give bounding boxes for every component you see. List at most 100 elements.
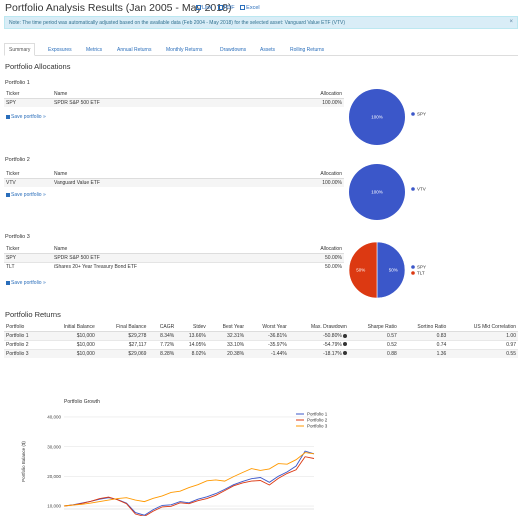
ticker-cell: SPY [4, 98, 52, 107]
save-portfolio-1-link[interactable]: Save portfolio » [6, 114, 46, 120]
returns-col-header: Sharpe Ratio [348, 323, 399, 333]
pdf-icon [217, 5, 223, 10]
excel-icon [240, 5, 246, 10]
returns-cell: 1.00 [448, 331, 518, 341]
col-name: Name [52, 90, 245, 99]
link-button[interactable]: Link [196, 5, 212, 11]
portfolio-2-title: Portfolio 2 [5, 157, 30, 163]
tab-monthly-returns[interactable]: Monthly Returns [166, 47, 203, 53]
save-portfolio-3-link[interactable]: Save portfolio » [6, 280, 46, 286]
portfolio-1-title: Portfolio 1 [5, 80, 30, 86]
results-tabs: Summary Exposures Metrics Annual Returns… [4, 43, 518, 56]
pie-slice-label: 100% [371, 115, 383, 120]
returns-cell: 0.83 [398, 331, 449, 341]
table-row: TLT iShares 20+ Year Treasury Bond ETF 50.… [4, 261, 344, 271]
portfolio-growth-chart: Portfolio Growth 10,000 20,000 30,000 40,000… [21, 399, 328, 516]
returns-cell: Portfolio 3 [4, 348, 44, 358]
allocation-cell: 50.00% [277, 261, 344, 271]
tab-rolling-returns[interactable]: Rolling Returns [290, 47, 325, 53]
portfolio-2-pie-chart: 100% VTV [349, 164, 426, 220]
portfolio-3-title: Portfolio 3 [5, 234, 30, 240]
table-row: VTV Vanguard Value ETF 100.00% [4, 178, 344, 187]
portfolio-1-pie-chart: 100% SPY [349, 89, 426, 145]
returns-col-header: Best Year [207, 323, 247, 333]
save-icon [6, 114, 10, 119]
pie-slice-label: 50% [389, 268, 398, 273]
ticker-cell: VTV [4, 178, 52, 187]
close-icon[interactable]: × [509, 19, 513, 25]
returns-cell: 8.34% [148, 331, 177, 341]
info-icon[interactable] [342, 342, 347, 347]
table-row: Portfolio 1 $10,000 $29,278 8.34% 13.66% 32.3… [4, 331, 518, 341]
returns-col-header: Max. Drawdown [288, 323, 349, 333]
returns-cell: -50.80% [288, 331, 349, 341]
info-icon[interactable] [342, 333, 347, 338]
tab-drawdowns[interactable]: Drawdowns [220, 47, 247, 53]
name-cell: SPDR S&P 500 ETF [52, 253, 278, 262]
tab-metrics[interactable]: Metrics [86, 47, 103, 53]
returns-cell: 1.36 [398, 348, 449, 358]
y-tick-label: 20,000 [47, 474, 61, 479]
pdf-button[interactable]: PDF [217, 5, 235, 11]
allocation-cell: 100.00% [244, 178, 344, 187]
tab-summary[interactable]: Summary [4, 43, 36, 56]
returns-cell: Portfolio 2 [4, 339, 44, 350]
save-icon [6, 192, 10, 197]
returns-cell: 8.02% [176, 348, 208, 358]
col-allocation: Allocation [244, 170, 344, 179]
legend-label: SPY [417, 112, 426, 117]
returns-cell: Portfolio 1 [4, 331, 44, 341]
col-allocation: Allocation [277, 245, 344, 254]
col-allocation: Allocation [244, 90, 344, 99]
returns-cell: $29,278 [96, 331, 149, 341]
returns-cell: 0.55 [448, 348, 518, 358]
returns-col-header: Worst Year [246, 323, 289, 333]
portfolio-3-table: Ticker Name Allocation SPY SPDR S&P 500 ETF… [4, 245, 344, 271]
returns-cell: $10,000 [43, 331, 97, 341]
y-tick-label: 30,000 [47, 444, 61, 449]
series-line-2 [63, 456, 315, 516]
pie-slice-spy [349, 89, 405, 145]
col-name: Name [52, 170, 245, 179]
allocation-cell: 50.00% [277, 253, 344, 262]
legend-label: TLT [417, 271, 425, 276]
header-links: Link PDF Excel [196, 5, 264, 11]
table-row: SPY SPDR S&P 500 ETF 100.00% [4, 98, 344, 107]
y-axis-label: Portfolio Balance ($) [21, 441, 26, 482]
returns-cell: 0.57 [348, 331, 399, 341]
y-tick-label: 40,000 [47, 415, 61, 420]
portfolio-1-table: Ticker Name Allocation SPY SPDR S&P 500 ETF… [4, 90, 344, 107]
returns-cell: $29,069 [96, 348, 149, 358]
pie-slice-spy [376, 241, 406, 299]
legend-label: Portfolio 3 [307, 424, 328, 429]
col-ticker: Ticker [4, 170, 52, 179]
chart-title: Portfolio Growth [64, 399, 100, 405]
returns-col-header: Sortino Ratio [398, 323, 449, 333]
pie-slice-tlt [348, 241, 378, 299]
tab-assets[interactable]: Assets [260, 47, 276, 53]
returns-cell: $10,000 [43, 348, 97, 358]
table-row: Portfolio 2 $10,000 $27,117 7.72% 14.05% 33.1… [4, 339, 518, 350]
legend-swatch [411, 112, 415, 116]
returns-cell: -54.79% [288, 339, 349, 350]
portfolio-2-table: Ticker Name Allocation VTV Vanguard Value E… [4, 170, 344, 187]
pie-slice-vtv [349, 164, 405, 220]
page-title: Portfolio Analysis Results (Jan 2005 - M… [5, 2, 232, 14]
tab-annual-returns[interactable]: Annual Returns [117, 47, 152, 53]
legend-swatch [411, 187, 415, 191]
save-portfolio-2-link[interactable]: Save portfolio » [6, 192, 46, 198]
save-label: Save portfolio » [11, 114, 46, 120]
returns-cell: $10,000 [43, 339, 97, 350]
returns-cell: 14.05% [176, 339, 208, 350]
returns-cell: -35.97% [246, 339, 289, 350]
series-line-3 [63, 452, 315, 507]
col-ticker: Ticker [4, 245, 52, 254]
col-ticker: Ticker [4, 90, 52, 99]
info-icon[interactable] [342, 351, 347, 356]
link-icon [196, 5, 201, 10]
excel-button[interactable]: Excel [240, 5, 260, 11]
save-icon [6, 280, 10, 285]
y-tick-label: 10,000 [47, 504, 61, 509]
tab-exposures[interactable]: Exposures [48, 47, 72, 53]
portfolio-3-pie-chart: 50% SPY 50% TLT [348, 241, 426, 299]
